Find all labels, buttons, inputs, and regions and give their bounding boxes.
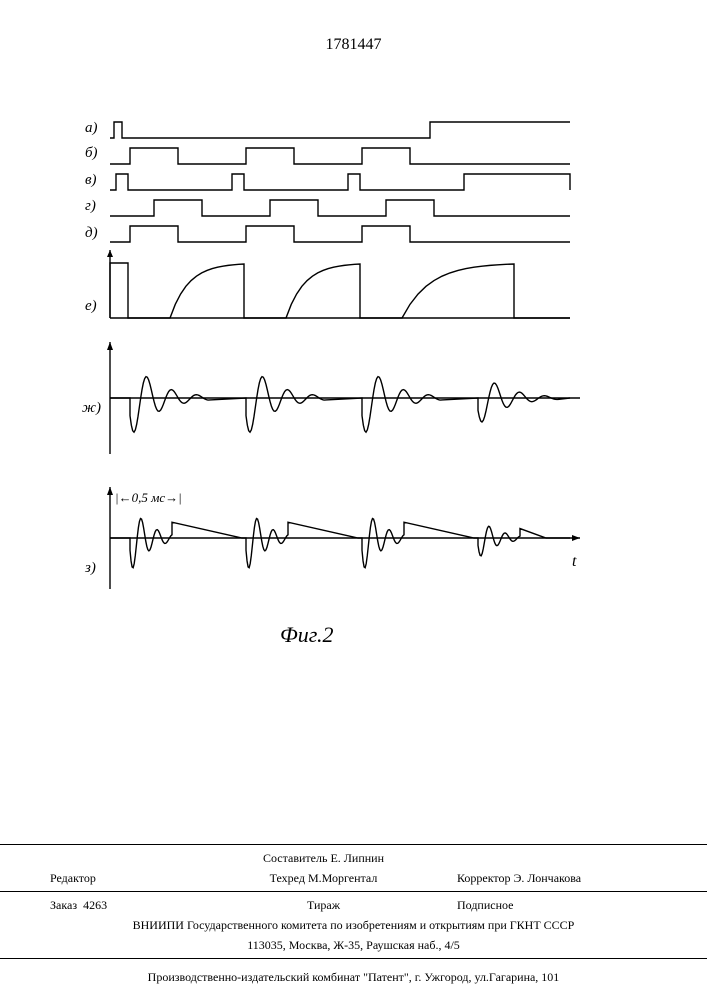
org-line-1: ВНИИПИ Государственного комитета по изоб… [0, 915, 707, 935]
order-number: 4263 [83, 898, 107, 912]
tirage-label: Тираж [307, 898, 340, 912]
footer: Составитель Е. Липнин Редактор Техред М.… [0, 841, 707, 1000]
techred-name: М.Моргентал [308, 871, 377, 885]
patent-number: 1781447 [0, 36, 707, 54]
order-label: Заказ [50, 898, 77, 912]
techred-label: Техред [270, 871, 305, 885]
editor-label: Редактор [50, 871, 96, 885]
page: 1781447 а) б) в) г) д) е) ж) з) |←0,5 мс… [0, 0, 707, 1000]
corrector-label: Корректор [457, 871, 511, 885]
org-line-2: 113035, Москва, Ж-35, Раушская наб., 4/5 [0, 935, 707, 955]
publisher-line: Производственно-издательский комбинат "П… [0, 962, 707, 1000]
compiler-label: Составитель [263, 851, 327, 865]
subscribed-label: Подписное [457, 898, 514, 912]
corrector-name: Э. Лончакова [514, 871, 582, 885]
timing-diagram [70, 110, 590, 630]
figure-caption: Фиг.2 [280, 622, 334, 648]
compiler-name: Е. Липнин [330, 851, 384, 865]
